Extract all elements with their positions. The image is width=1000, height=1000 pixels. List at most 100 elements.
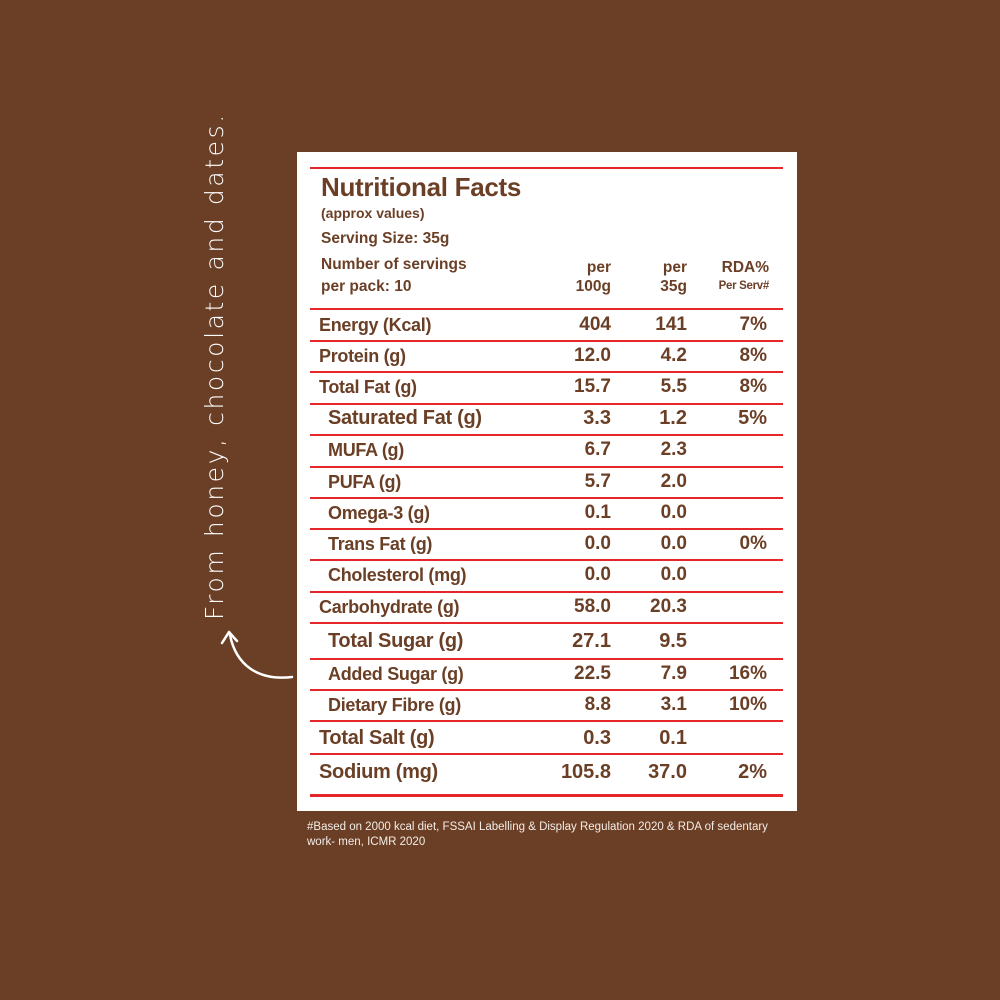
value-per-35g: 141	[655, 314, 687, 335]
row-divider	[310, 497, 783, 499]
nutrient-name: Cholesterol (mg)	[328, 565, 467, 585]
value-per-100g: 5.7	[584, 471, 611, 492]
value-rda: 8%	[739, 345, 767, 366]
side-note-text: From honey, chocolate and dates.	[200, 112, 229, 620]
nutrient-name: MUFA (g)	[328, 440, 404, 460]
value-per-35g: 4.2	[660, 345, 687, 366]
column-header-per-100g: per 100g	[576, 258, 611, 296]
value-per-35g: 37.0	[648, 761, 687, 783]
value-per-35g: 20.3	[650, 596, 687, 617]
value-per-100g: 3.3	[583, 407, 611, 429]
row-divider	[310, 528, 783, 530]
value-rda: 2%	[738, 761, 767, 783]
column-header-line1: RDA%	[721, 259, 769, 276]
table-row: Carbohydrate (g) 58.0 20.3	[297, 591, 797, 622]
row-divider	[310, 434, 783, 436]
value-per-100g: 58.0	[574, 596, 611, 617]
value-per-100g: 6.7	[584, 439, 611, 460]
value-per-35g: 2.0	[660, 471, 687, 492]
column-header-per-35g: per 35g	[660, 258, 687, 296]
value-rda: 10%	[728, 694, 767, 715]
value-per-100g: 12.0	[574, 345, 611, 366]
value-per-35g: 9.5	[659, 630, 687, 652]
value-rda: 16%	[728, 663, 767, 684]
row-divider	[310, 371, 783, 373]
curved-arrow-icon	[220, 630, 294, 679]
table-row: Protein (g) 12.0 4.2 8%	[297, 340, 797, 371]
row-divider	[310, 753, 783, 755]
column-header-line2: Per Serv#	[718, 280, 770, 292]
value-per-100g: 22.5	[574, 663, 611, 684]
row-divider	[310, 340, 783, 342]
row-divider	[310, 403, 783, 405]
nutrient-name: Dietary Fibre (g)	[328, 695, 461, 715]
value-per-100g: 8.8	[584, 694, 611, 715]
table-row: Saturated Fat (g) 3.3 1.2 5%	[297, 403, 797, 434]
rule-header	[310, 308, 783, 310]
nutrient-name: Total Sugar (g)	[328, 630, 464, 652]
row-divider	[310, 591, 783, 593]
servings-per-pack-line1: Number of servings	[321, 256, 467, 273]
row-divider	[310, 689, 783, 691]
value-per-100g: 0.3	[583, 727, 611, 749]
label-title: Nutritional Facts	[321, 172, 522, 202]
table-row: Sodium (mg) 105.8 37.0 2%	[297, 755, 797, 788]
value-per-35g: 3.1	[660, 694, 687, 715]
nutrient-name: Trans Fat (g)	[328, 534, 433, 554]
nutrient-name: Energy (Kcal)	[319, 315, 432, 335]
row-divider	[310, 466, 783, 468]
table-row: Cholesterol (mg) 0.0 0.0	[297, 559, 797, 590]
value-per-35g: 0.0	[660, 533, 687, 554]
value-per-100g: 15.7	[574, 376, 611, 397]
table-row: Trans Fat (g) 0.0 0.0 0%	[297, 528, 797, 559]
table-row: Total Salt (g) 0.3 0.1	[297, 721, 797, 754]
nutrient-name: Protein (g)	[319, 346, 406, 366]
value-per-100g: 0.0	[584, 533, 611, 554]
row-divider	[310, 559, 783, 561]
table-row: Energy (Kcal) 404 141 7%	[297, 309, 797, 340]
column-header-line2: 35g	[660, 278, 687, 295]
column-header-line1: per	[662, 259, 687, 276]
value-per-35g: 2.3	[660, 439, 687, 460]
nutrient-name: Added Sugar (g)	[328, 664, 464, 684]
value-per-35g: 1.2	[659, 407, 687, 429]
value-rda: 7%	[739, 314, 767, 335]
table-row: Added Sugar (g) 22.5 7.9 16%	[297, 658, 797, 689]
column-header-line1: per	[586, 259, 611, 276]
nutrient-name: Carbohydrate (g)	[319, 597, 460, 617]
column-header-rda: RDA% Per Serv#	[718, 258, 770, 296]
value-rda: 8%	[739, 376, 767, 397]
nutrient-name: Omega-3 (g)	[328, 503, 430, 523]
table-row: Total Fat (g) 15.7 5.5 8%	[297, 371, 797, 402]
value-per-100g: 105.8	[560, 761, 611, 783]
table-row: Total Sugar (g) 27.1 9.5	[297, 624, 797, 657]
nutrient-name: PUFA (g)	[328, 472, 401, 492]
row-divider	[310, 720, 783, 722]
value-rda: 0%	[739, 533, 767, 554]
value-per-100g: 0.0	[584, 564, 611, 585]
column-header-line2: 100g	[575, 278, 611, 295]
approx-note: (approx values)	[321, 205, 425, 221]
nutrient-name: Saturated Fat (g)	[328, 407, 482, 429]
value-rda: 5%	[738, 407, 767, 429]
value-per-35g: 0.1	[659, 727, 687, 749]
nutrient-name: Total Fat (g)	[319, 377, 417, 397]
row-divider	[310, 658, 783, 660]
footnote: #Based on 2000 kcal diet, FSSAI Labellin…	[307, 821, 768, 848]
nutrient-name: Sodium (mg)	[319, 761, 438, 783]
table-row: MUFA (g) 6.7 2.3	[297, 434, 797, 465]
value-per-100g: 0.1	[584, 502, 611, 523]
value-per-100g: 404	[579, 314, 611, 335]
row-divider	[310, 622, 783, 624]
table-row: Dietary Fibre (g) 8.8 3.1 10%	[297, 689, 797, 720]
rule-top	[310, 167, 783, 169]
table-row: Omega-3 (g) 0.1 0.0	[297, 497, 797, 528]
nutrient-name: Total Salt (g)	[319, 727, 435, 749]
table-row: PUFA (g) 5.7 2.0	[297, 466, 797, 497]
value-per-35g: 0.0	[660, 502, 687, 523]
value-per-35g: 0.0	[660, 564, 687, 585]
value-per-35g: 5.5	[660, 376, 687, 397]
rule-bottom	[310, 794, 783, 797]
servings-per-pack-line2: per pack: 10	[321, 278, 412, 295]
value-per-35g: 7.9	[660, 663, 687, 684]
